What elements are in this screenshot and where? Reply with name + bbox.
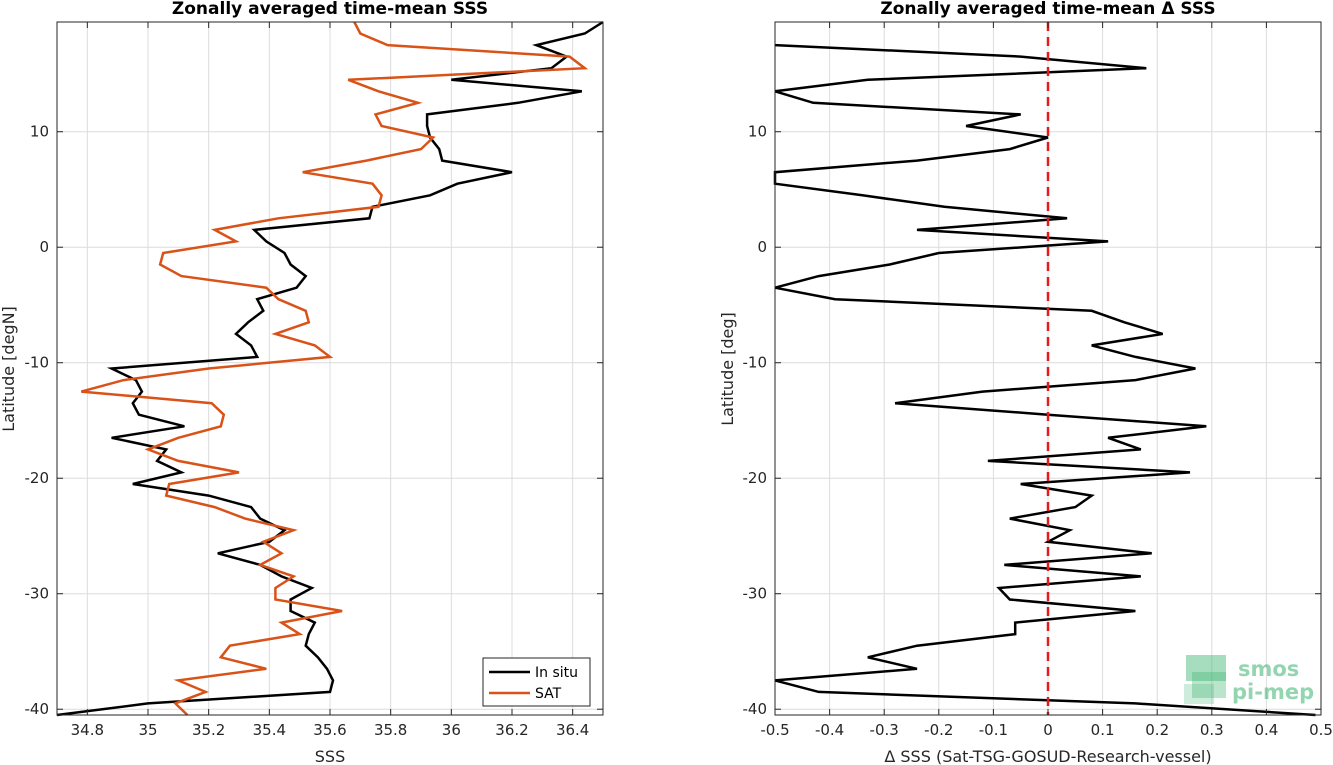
sss-x-tick-label: 34.8 <box>71 721 104 739</box>
sss-x-tick-label: 35.4 <box>253 721 286 739</box>
delta-x-tick-label: -0.1 <box>979 721 1008 739</box>
sss-grid <box>57 22 603 715</box>
delta-y-tick-label: -30 <box>743 585 768 603</box>
delta-x-tick-label: 0 <box>1043 721 1053 739</box>
smos-pi-mep-logo: smos pi-mep <box>1184 655 1314 704</box>
delta-x-tick-label: 0.1 <box>1091 721 1115 739</box>
sss-x-tick-label: 36.2 <box>495 721 528 739</box>
sss-y-tick-label: -20 <box>25 469 50 487</box>
delta-x-tick-label: 0.3 <box>1200 721 1224 739</box>
sss-x-tick-label: 35 <box>138 721 157 739</box>
logo-text-smos: smos <box>1238 657 1299 681</box>
sss-x-tick-label: 35.2 <box>192 721 225 739</box>
sss-ticks: 34.8 35 35.2 35.4 35.6 35.8 36 36.2 36.4 -40 -30 -2… <box>25 22 603 739</box>
logo-graphic-1 <box>1186 655 1226 681</box>
legend: In situ SAT <box>482 657 591 707</box>
sss-x-axis-label: SSS <box>315 747 345 765</box>
delta-x-tick-label: 0.2 <box>1145 721 1169 739</box>
sss-y-axis-label: Latitude [degN] <box>0 306 18 432</box>
delta-y-tick-label: 0 <box>757 238 767 256</box>
sss-series-line-sat <box>80 21 589 716</box>
delta-x-tick-label: -0.2 <box>924 721 953 739</box>
logo-text-pi-mep: pi-mep <box>1232 680 1314 704</box>
delta-series-line-delta-sss <box>773 43 1316 717</box>
delta-series-group <box>773 43 1316 717</box>
delta-y-tick-label: -20 <box>743 469 768 487</box>
sss-y-tick-label: 0 <box>39 238 49 256</box>
delta-y-axis-label: Latitude [deg] <box>718 312 737 426</box>
sss-panel: Zonally averaged time-mean SSS 34.8 35 35.… <box>0 0 604 765</box>
sss-y-tick-label: -30 <box>25 585 50 603</box>
delta-x-tick-label: 0.4 <box>1254 721 1278 739</box>
sss-series-group <box>56 20 604 717</box>
sss-y-tick-label: -40 <box>25 700 50 718</box>
delta-x-tick-label: -0.3 <box>870 721 899 739</box>
legend-label-sat: SAT <box>535 686 562 702</box>
legend-label-in-situ: In situ <box>535 665 578 681</box>
sss-y-tick-label: 10 <box>30 123 49 141</box>
sss-x-tick-label: 36.4 <box>556 721 589 739</box>
sss-x-tick-label: 36 <box>442 721 461 739</box>
sss-chart-title: Zonally averaged time-mean SSS <box>172 0 488 19</box>
sss-y-tick-label: -10 <box>25 354 50 372</box>
delta-x-tick-label: -0.4 <box>815 721 844 739</box>
delta-y-tick-label: -40 <box>743 700 768 718</box>
delta-x-axis-label: Δ SSS (Sat-TSG-GOSUD-Research-vessel) <box>884 747 1211 765</box>
logo-graphic-2 <box>1192 672 1226 698</box>
sss-x-tick-label: 35.6 <box>313 721 346 739</box>
delta-ticks: -0.5 -0.4 -0.3 -0.2 -0.1 0 0.1 0.2 0.3 0.4 0.5 -40 -… <box>743 22 1333 739</box>
delta-x-tick-label: -0.5 <box>760 721 789 739</box>
delta-chart-title: Zonally averaged time-mean Δ SSS <box>880 0 1215 19</box>
delta-y-tick-label: -10 <box>743 354 768 372</box>
delta-sss-panel: Zonally averaged time-mean Δ SSS -0.5 -0.… <box>718 0 1333 765</box>
sss-x-tick-label: 35.8 <box>374 721 407 739</box>
delta-x-tick-label: 0.5 <box>1309 721 1333 739</box>
delta-y-tick-label: 10 <box>748 123 767 141</box>
legend-box <box>482 657 591 707</box>
logo-graphic-3 <box>1184 684 1214 704</box>
